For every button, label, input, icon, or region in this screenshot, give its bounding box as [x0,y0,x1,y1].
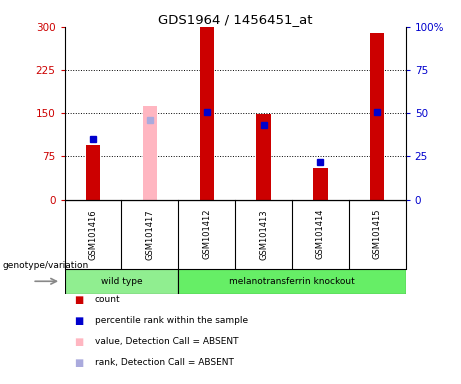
Bar [86,145,100,200]
Text: ■: ■ [74,316,83,326]
Text: GSM101416: GSM101416 [89,209,97,260]
Text: GSM101414: GSM101414 [316,209,325,260]
Bar [256,114,271,200]
Text: GSM101417: GSM101417 [145,209,154,260]
Text: value, Detection Call = ABSENT: value, Detection Call = ABSENT [95,337,238,346]
Bar [178,269,406,294]
Bar [313,168,327,200]
Text: melanotransferrin knockout: melanotransferrin knockout [229,277,355,286]
Text: ■: ■ [74,337,83,347]
Text: wild type: wild type [100,277,142,286]
Text: count: count [95,295,120,304]
Text: ■: ■ [74,295,83,305]
Bar [370,33,384,200]
Text: GSM101415: GSM101415 [373,209,382,260]
Text: ■: ■ [74,358,83,368]
Text: GSM101413: GSM101413 [259,209,268,260]
Text: rank, Detection Call = ABSENT: rank, Detection Call = ABSENT [95,358,233,367]
Bar [65,269,178,294]
Text: percentile rank within the sample: percentile rank within the sample [95,316,248,325]
Text: GSM101412: GSM101412 [202,209,211,260]
Bar [200,27,214,200]
Text: genotype/variation: genotype/variation [2,262,89,270]
Title: GDS1964 / 1456451_at: GDS1964 / 1456451_at [158,13,313,26]
Bar [143,106,157,200]
